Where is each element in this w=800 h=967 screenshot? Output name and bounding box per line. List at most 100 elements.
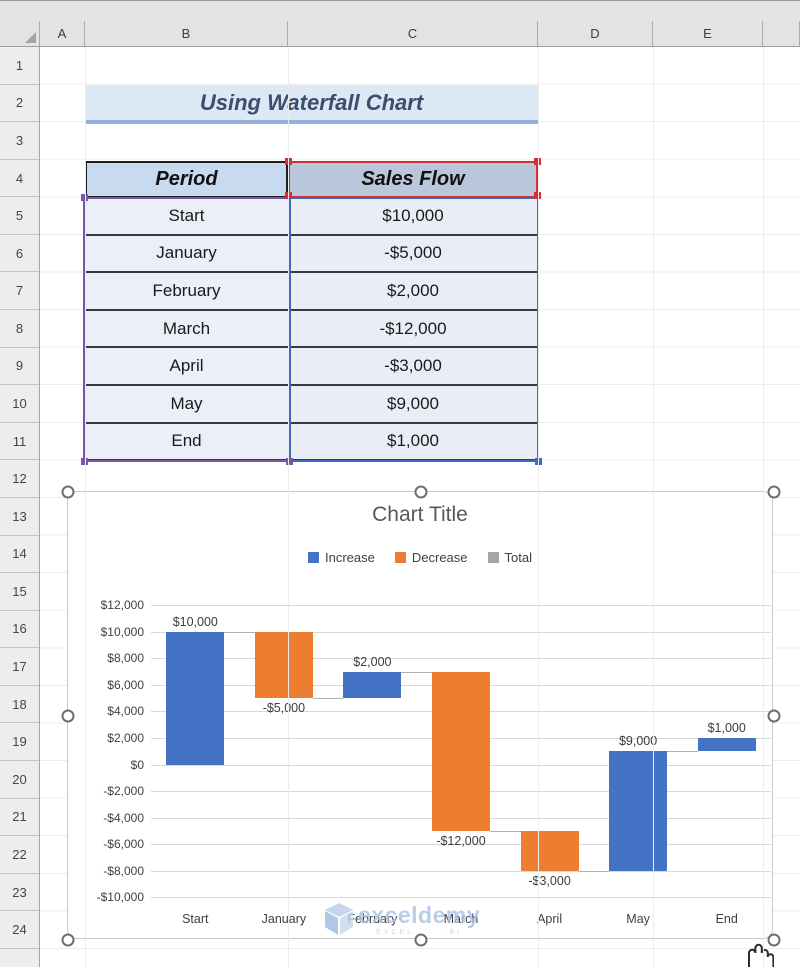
y-axis-tick-label: $12,000 — [100, 598, 144, 613]
chart-bar-start[interactable] — [166, 631, 225, 765]
data-label: $1,000 — [707, 720, 746, 735]
table-cell-period[interactable]: March — [85, 310, 288, 349]
table-cell-sales-flow[interactable]: -$5,000 — [288, 235, 538, 274]
table-cell-period[interactable]: April — [85, 348, 288, 386]
range-handle[interactable] — [81, 458, 88, 465]
data-label: $9,000 — [618, 734, 658, 749]
data-label: -$3,000 — [528, 873, 571, 888]
legend-item-total[interactable]: Total — [487, 550, 532, 565]
legend-item-increase[interactable]: Increase — [308, 550, 375, 565]
column-header-A[interactable]: A — [40, 21, 85, 46]
row-header-partial[interactable] — [0, 949, 39, 967]
y-axis-tick-label: -$6,000 — [103, 837, 144, 852]
waterfall-connector-line — [224, 631, 255, 633]
x-axis-category-label: Start — [182, 912, 209, 926]
table-cell-sales-flow[interactable]: $9,000 — [288, 386, 538, 424]
row-header-22[interactable]: 22 — [0, 836, 39, 874]
y-axis-tick-label: $6,000 — [107, 677, 144, 692]
row-header-3[interactable]: 3 — [0, 122, 39, 160]
legend-label: Total — [504, 550, 532, 565]
row-header-15[interactable]: 15 — [0, 573, 39, 611]
row-header-20[interactable]: 20 — [0, 761, 39, 799]
row-header-12[interactable]: 12 — [0, 460, 39, 498]
column-header-C[interactable]: C — [288, 21, 538, 46]
chart-bar-end[interactable] — [697, 737, 756, 752]
table-cell-sales-flow[interactable]: -$12,000 — [288, 310, 538, 349]
x-axis-category-label: January — [261, 912, 307, 926]
chart-selection-handle[interactable] — [61, 485, 75, 499]
chart-bar-april[interactable] — [520, 830, 579, 871]
row-header-5[interactable]: 5 — [0, 197, 39, 235]
column-header-partial[interactable] — [763, 21, 800, 46]
row-header-7[interactable]: 7 — [0, 272, 39, 311]
chart-bar-may[interactable] — [609, 751, 668, 871]
table-header-period[interactable]: Period — [85, 161, 288, 198]
chart-title[interactable]: Chart Title — [372, 503, 468, 526]
y-axis-tick-label: -$4,000 — [103, 810, 144, 825]
table-cell-period[interactable]: End — [85, 423, 288, 462]
row-header-1[interactable]: 1 — [0, 47, 39, 85]
row-header-8[interactable]: 8 — [0, 310, 39, 348]
table-cell-period[interactable]: January — [85, 235, 288, 274]
row-header-14[interactable]: 14 — [0, 536, 39, 574]
chart-selection-handle[interactable] — [414, 933, 428, 947]
column-header-E[interactable]: E — [653, 21, 763, 46]
chart-gridline — [151, 605, 771, 607]
chart-legend: Increase Decrease Total — [68, 550, 772, 565]
waterfall-chart[interactable]: Chart Title Increase Decrease Total $12,00… — [61, 485, 781, 947]
table-cell-sales-flow[interactable]: $2,000 — [288, 273, 538, 311]
y-axis-tick-label: -$8,000 — [103, 863, 144, 878]
x-axis-category-label: April — [537, 912, 563, 926]
row-header-2[interactable]: 2 — [0, 85, 39, 123]
row-header-16[interactable]: 16 — [0, 611, 39, 649]
x-axis-category-label: March — [443, 912, 479, 926]
row-header-13[interactable]: 13 — [0, 498, 39, 536]
chart-selection-handle[interactable] — [61, 933, 75, 947]
legend-swatch-icon — [394, 552, 406, 563]
column-header-B[interactable]: B — [85, 21, 288, 46]
x-axis-category-label: End — [715, 912, 738, 926]
select-all-corner[interactable] — [0, 21, 40, 46]
grid-vline — [538, 47, 539, 967]
row-header-17[interactable]: 17 — [0, 648, 39, 686]
chart-bar-january[interactable] — [254, 631, 313, 699]
chart-selection-handle[interactable] — [767, 485, 781, 499]
row-header-19[interactable]: 19 — [0, 723, 39, 762]
column-header-D[interactable]: D — [538, 21, 653, 46]
legend-swatch-icon — [308, 552, 319, 563]
chart-selection-handle[interactable] — [767, 933, 781, 947]
range-handle[interactable] — [81, 194, 88, 201]
table-header-sales-flow[interactable]: Sales Flow — [288, 161, 538, 198]
table-cell-sales-flow[interactable]: $1,000 — [288, 423, 538, 462]
chart-bar-february[interactable] — [343, 671, 402, 699]
row-header-23[interactable]: 23 — [0, 874, 39, 912]
table-cell-sales-flow[interactable]: -$3,000 — [288, 348, 538, 386]
row-header-18[interactable]: 18 — [0, 686, 39, 724]
row-header-4[interactable]: 4 — [0, 160, 39, 198]
range-handle[interactable] — [534, 158, 541, 165]
table-cell-period[interactable]: May — [85, 386, 288, 424]
row-header-10[interactable]: 10 — [0, 385, 39, 423]
chart-selection-handle[interactable] — [61, 709, 75, 723]
row-header-11[interactable]: 11 — [0, 423, 39, 461]
range-handle[interactable] — [534, 192, 541, 199]
mouse-cursor-hand-icon — [748, 943, 774, 967]
table-cell-period[interactable]: Start — [85, 198, 288, 236]
title-banner[interactable]: Using Waterfall Chart — [85, 85, 538, 124]
y-axis-tick-label: $8,000 — [107, 651, 144, 666]
data-label: $2,000 — [353, 654, 392, 669]
row-header-21[interactable]: 21 — [0, 799, 39, 837]
row-header-6[interactable]: 6 — [0, 235, 39, 273]
table-cell-sales-flow[interactable]: $10,000 — [288, 198, 538, 236]
row-header-24[interactable]: 24 — [0, 911, 39, 949]
data-label: -$5,000 — [262, 701, 306, 716]
chart-selection-handle[interactable] — [414, 485, 428, 499]
row-header-column: 1 2 3 4 5 6 7 8 9 10 11 12 13 14 15 16 17 18 19 20 21 22 23 24 — [0, 47, 40, 967]
chart-selection-handle[interactable] — [767, 709, 781, 723]
table-cell-period[interactable]: February — [85, 273, 288, 311]
legend-item-decrease[interactable]: Decrease — [394, 550, 468, 565]
chart-bar-march[interactable] — [432, 671, 490, 831]
row-header-9[interactable]: 9 — [0, 348, 39, 386]
range-handle[interactable] — [286, 458, 293, 465]
